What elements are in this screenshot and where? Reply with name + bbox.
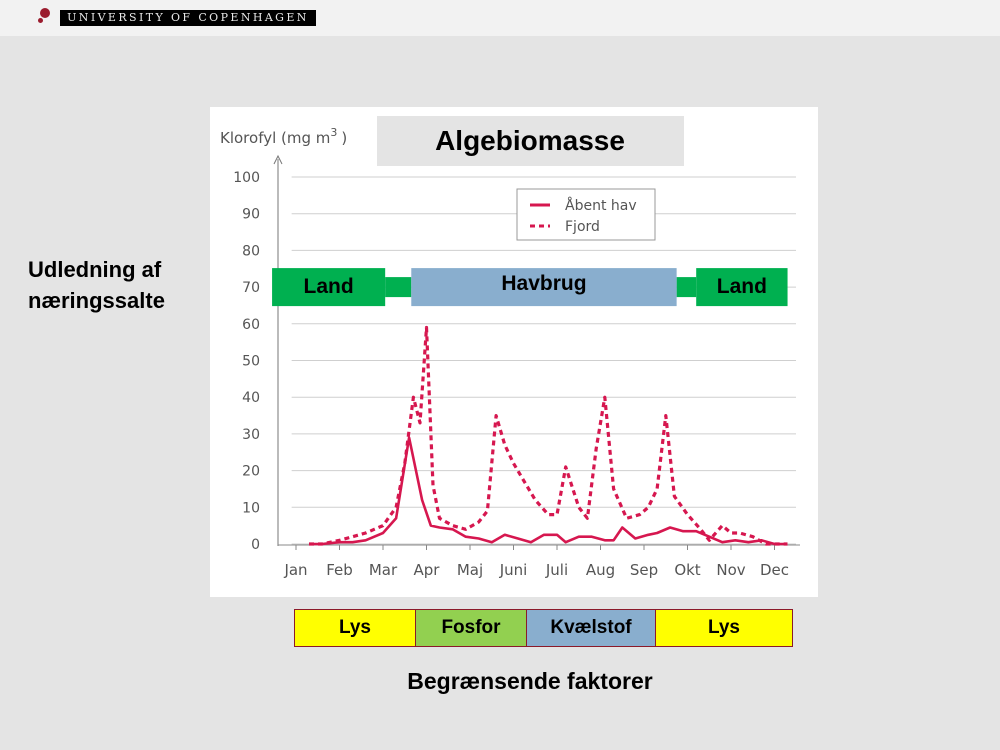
chart-title: Algebiomasse [435, 125, 625, 156]
top-bar: UNIVERSITY OF COPENHAGEN [0, 0, 1000, 36]
annotation-band [411, 268, 677, 307]
y-tick-label: 90 [242, 207, 260, 223]
y-tick-label: 0 [251, 537, 260, 553]
land-connector-right [676, 277, 697, 298]
fjord-series-line [309, 325, 788, 546]
legend-label: Åbent hav [565, 197, 637, 214]
y-tick-label: 50 [242, 354, 260, 370]
x-tick-label: Juni [499, 561, 528, 579]
y-axis-label-close: ) [341, 129, 347, 147]
limiting-factors-title: Begrænsende faktorer [407, 668, 653, 694]
x-tick-label: Sep [630, 561, 658, 579]
x-tick-label: Aug [586, 561, 615, 579]
factor-segment-kvaelstof: Kvælstof [526, 609, 655, 647]
y-tick-label: 40 [242, 390, 260, 406]
y-axis-label: Klorofyl (mg m3) [220, 126, 347, 147]
x-tick-label: Juli [545, 561, 568, 579]
land-connector-left [385, 277, 412, 298]
university-banner: UNIVERSITY OF COPENHAGEN [60, 10, 316, 26]
y-tick-label: 10 [242, 500, 260, 516]
side-label: Udledning af næringssalte [28, 257, 165, 313]
chart-panel: 0 10 20 30 40 50 60 70 80 90 100 Jan Feb Mar Apr Maj Jun… [210, 107, 818, 597]
open-sea-series-line [309, 436, 788, 546]
y-tick-label: 20 [242, 464, 260, 480]
x-tick-label: Okt [674, 561, 700, 579]
x-tick-label: Nov [716, 561, 745, 579]
y-axis-label-superscript: 3 [330, 126, 337, 139]
factor-label: Kvælstof [550, 617, 632, 638]
y-tick-label: 30 [242, 427, 260, 443]
x-tick-label: Apr [414, 561, 441, 579]
factor-label: Fosfor [441, 617, 501, 638]
y-tick-label: 100 [233, 170, 260, 186]
annotation-band [272, 268, 386, 307]
factor-segment-lys-1: Lys [294, 609, 415, 647]
x-tick-label: Maj [457, 561, 483, 579]
limiting-factors-bar: Lys Fosfor Kvælstof Lys [294, 609, 794, 647]
legend-box [516, 188, 656, 241]
chart-title-box [377, 116, 684, 166]
factor-segment-fosfor: Fosfor [415, 609, 526, 647]
logo-dot-icon [38, 18, 43, 23]
y-tick-label: 70 [242, 280, 260, 296]
y-axis-label-text: Klorofyl (mg m [220, 129, 330, 147]
chlorophyll-chart: 0 10 20 30 40 50 60 70 80 90 100 Jan Feb Mar Apr Maj Jun… [220, 116, 800, 579]
legend-label: Fjord [565, 219, 600, 235]
y-tick-label: 60 [242, 317, 260, 333]
logo-crown-icon [40, 8, 50, 18]
factor-label: Lys [338, 617, 372, 638]
factor-label: Lys [707, 617, 741, 638]
annotation-label: Land [304, 275, 354, 298]
annotation-label: Havbrug [501, 272, 586, 295]
x-tick-label: Dec [760, 561, 789, 579]
annotation-band [696, 268, 788, 307]
annotation-label: Land [717, 275, 767, 298]
y-axis-arrow-icon [273, 154, 283, 165]
x-tick-label: Jan [283, 561, 307, 579]
x-tick-label: Feb [326, 561, 353, 579]
x-tick-label: Mar [369, 561, 398, 579]
factor-segment-lys-2: Lys [655, 609, 793, 647]
y-tick-label: 80 [242, 243, 260, 259]
